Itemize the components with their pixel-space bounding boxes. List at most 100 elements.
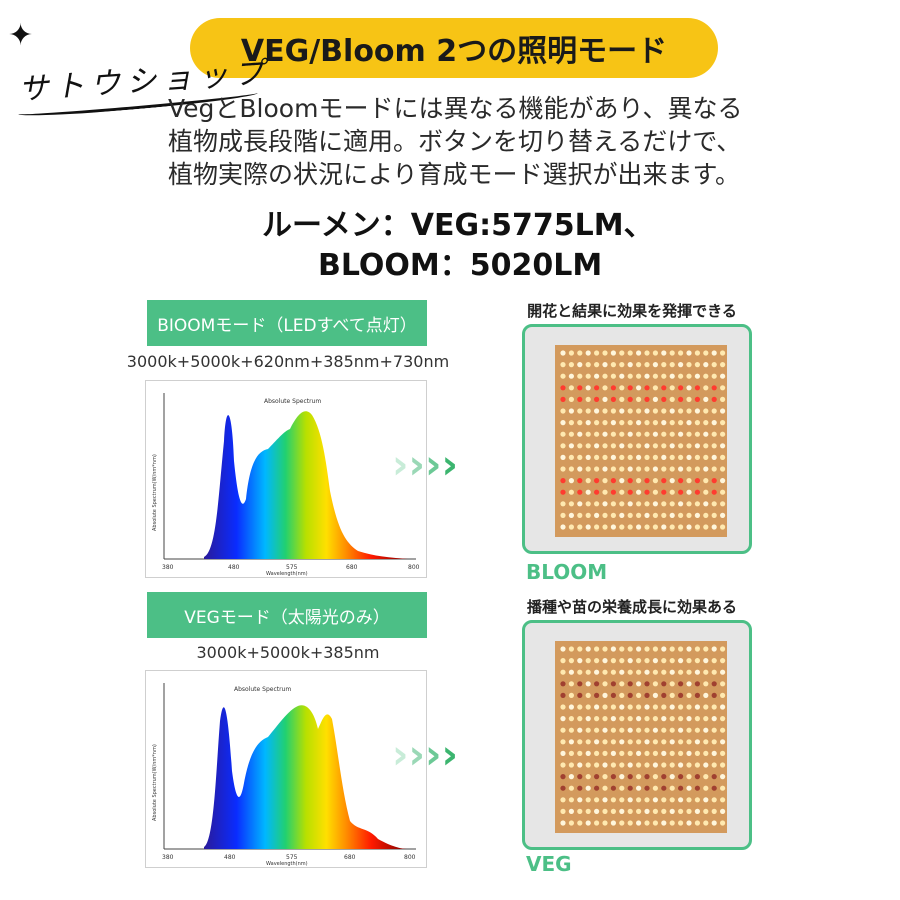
led-dot <box>594 466 600 472</box>
led-dot <box>610 704 616 710</box>
led-dot <box>560 658 566 664</box>
led-dot <box>636 658 642 664</box>
led-dot <box>694 443 700 449</box>
led-dot <box>627 785 633 791</box>
led-dot <box>669 716 675 722</box>
led-dot <box>686 396 692 402</box>
led-dot <box>568 658 574 664</box>
led-dot <box>720 466 726 472</box>
led-dot <box>720 797 726 803</box>
led-dot <box>669 727 675 733</box>
led-dot <box>652 385 658 391</box>
led-dot <box>610 478 616 484</box>
bloom-spectrum-curve <box>204 411 408 559</box>
led-dot <box>594 489 600 495</box>
led-dot <box>669 658 675 664</box>
led-dot <box>568 681 574 687</box>
led-dot <box>686 350 692 356</box>
led-dot <box>678 443 684 449</box>
led-dot <box>627 646 633 652</box>
led-dot <box>652 478 658 484</box>
led-dot <box>594 739 600 745</box>
led-dot <box>594 454 600 460</box>
led-dot <box>644 501 650 507</box>
led-dot <box>560 431 566 437</box>
led-dot <box>560 396 566 402</box>
led-dot <box>661 385 667 391</box>
led-dot <box>577 396 583 402</box>
led-dot <box>661 785 667 791</box>
led-dot <box>686 501 692 507</box>
led-dot <box>694 774 700 780</box>
led-dot <box>703 420 709 426</box>
led-dot <box>703 396 709 402</box>
led-dot <box>619 362 625 368</box>
led-dot <box>720 716 726 722</box>
x-tick-label: 800 <box>404 854 416 861</box>
led-dot <box>585 524 591 530</box>
led-dot <box>678 704 684 710</box>
led-dot <box>661 512 667 518</box>
led-dot <box>627 704 633 710</box>
led-dot <box>720 396 726 402</box>
led-dot <box>619 774 625 780</box>
led-dot <box>686 478 692 484</box>
led-dot <box>711 785 717 791</box>
led-dot <box>594 431 600 437</box>
led-dot <box>711 454 717 460</box>
led-dot <box>627 443 633 449</box>
led-dot <box>627 681 633 687</box>
led-dot <box>694 762 700 768</box>
led-dot <box>585 489 591 495</box>
led-dot <box>560 350 566 356</box>
led-dot <box>652 750 658 756</box>
led-dot <box>577 524 583 530</box>
led-dot <box>669 466 675 472</box>
led-dot <box>669 774 675 780</box>
led-dot <box>720 739 726 745</box>
led-dot <box>720 681 726 687</box>
led-dot <box>602 501 608 507</box>
led-dot <box>602 692 608 698</box>
led-dot <box>703 658 709 664</box>
led-dot <box>711 658 717 664</box>
led-dot <box>661 524 667 530</box>
led-dot <box>678 362 684 368</box>
led-dot <box>594 797 600 803</box>
led-dot <box>619 373 625 379</box>
led-dot <box>619 716 625 722</box>
led-dot <box>711 727 717 733</box>
led-dot <box>694 704 700 710</box>
led-dot <box>678 808 684 814</box>
veg-effect-caption: 播種や苗の栄養成長に効果ある <box>526 598 737 616</box>
led-dot <box>594 408 600 414</box>
led-dot <box>610 512 616 518</box>
chevron-right-icon: › <box>408 442 425 488</box>
led-dot <box>610 797 616 803</box>
led-dot <box>636 478 642 484</box>
led-dot <box>720 704 726 710</box>
led-dot <box>661 501 667 507</box>
led-dot <box>627 716 633 722</box>
led-dot <box>644 716 650 722</box>
x-tick-label: 575 <box>286 854 298 861</box>
led-dot <box>577 704 583 710</box>
bloom-panel-photo <box>522 324 752 554</box>
led-dot <box>619 350 625 356</box>
bloom-arrows: › › › › <box>392 445 458 485</box>
led-dot <box>694 785 700 791</box>
led-dot <box>703 704 709 710</box>
led-dot <box>577 408 583 414</box>
led-dot <box>627 350 633 356</box>
led-dot <box>669 750 675 756</box>
led-dot <box>703 692 709 698</box>
veg-led-combo: 3000k+5000k+385nm <box>196 643 380 662</box>
led-dot <box>703 646 709 652</box>
led-dot <box>594 512 600 518</box>
led-dot <box>602 431 608 437</box>
led-dot <box>610 431 616 437</box>
led-dot <box>610 762 616 768</box>
led-dot <box>577 669 583 675</box>
led-dot <box>703 774 709 780</box>
led-dot <box>585 750 591 756</box>
